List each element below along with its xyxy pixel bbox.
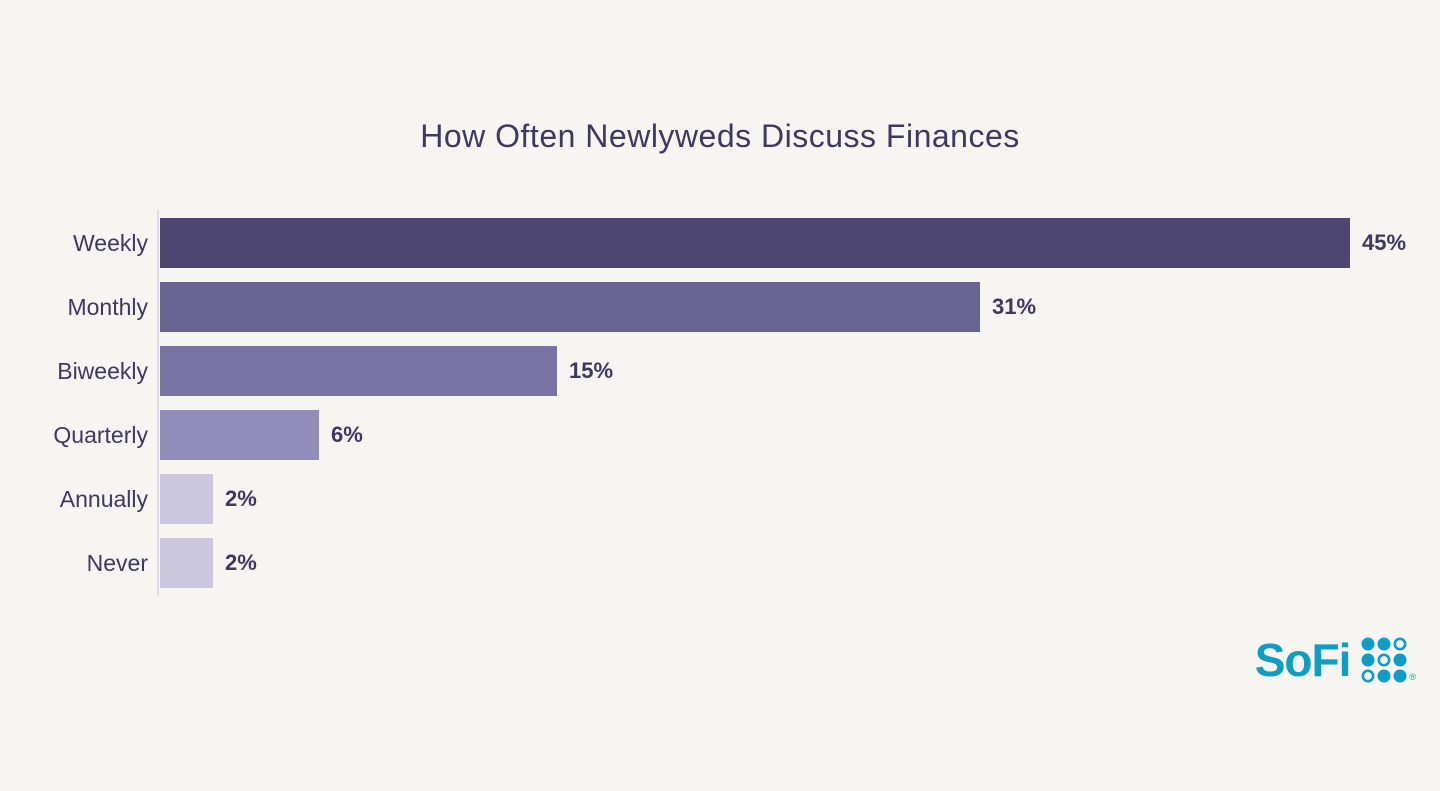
bar — [160, 474, 213, 524]
chart-title: How Often Newlyweds Discuss Finances — [420, 118, 1020, 154]
bar-row: Weekly 45% — [0, 218, 1440, 268]
sofi-logo: SoFi ® — [1255, 636, 1416, 684]
bar-row: Biweekly 15% — [0, 346, 1440, 396]
value-label: 6% — [331, 422, 363, 447]
category-label: Annually — [59, 485, 148, 512]
sofi-wordmark: SoFi — [1254, 634, 1352, 686]
registered-trademark: ® — [1409, 672, 1416, 682]
value-label: 2% — [225, 486, 257, 511]
bar — [160, 218, 1350, 268]
value-label: 45% — [1362, 230, 1407, 255]
bar — [160, 346, 557, 396]
bar-chart: Weekly 45% Monthly 31% Biweekly 15% Quarterly 6… — [0, 210, 1440, 596]
category-label: Never — [86, 549, 148, 576]
category-label: Weekly — [73, 229, 148, 256]
bar — [160, 282, 980, 332]
bar-row: Quarterly 6% — [0, 410, 1440, 460]
bar-row: Annually 2% — [0, 474, 1440, 524]
category-label: Monthly — [67, 293, 148, 320]
value-label: 2% — [225, 550, 257, 575]
bar — [160, 538, 213, 588]
value-label: 31% — [992, 294, 1037, 319]
bar-row: Monthly 31% — [0, 282, 1440, 332]
y-axis-line — [157, 210, 159, 596]
sofi-dots-grid-icon — [1361, 637, 1407, 683]
value-label: 15% — [569, 358, 614, 383]
category-label: Biweekly — [57, 357, 148, 384]
bar-rows-container: Weekly 45% Monthly 31% Biweekly 15% Quarterly 6… — [0, 218, 1440, 588]
bar — [160, 410, 319, 460]
bar-row: Never 2% — [0, 538, 1440, 588]
category-label: Quarterly — [53, 421, 148, 448]
